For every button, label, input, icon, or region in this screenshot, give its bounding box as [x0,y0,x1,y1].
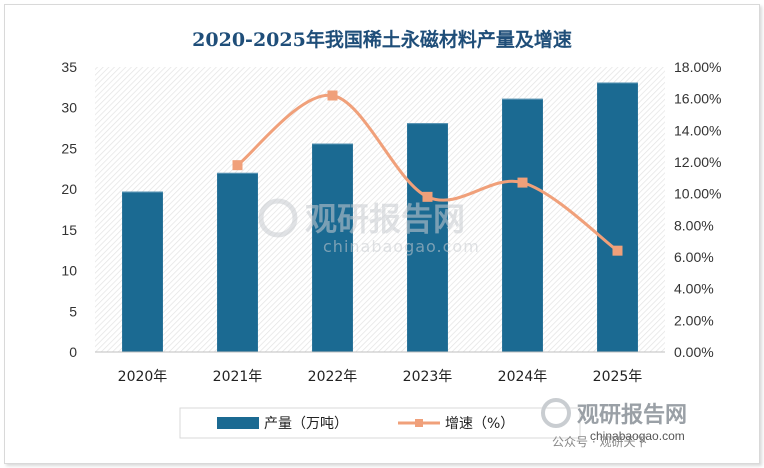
left-tick-label: 35 [61,59,77,75]
center-watermark: 观研报告网 chinabaogao.com [258,198,480,256]
left-tick-label: 15 [61,222,77,238]
right-tick-label: 8.00% [674,217,714,233]
bar [502,98,543,352]
left-tick-label: 25 [61,140,77,156]
left-axis: 0 5 10 15 20 25 30 35 [61,59,77,360]
corner-watermark-sub: chinabaogao.com [590,429,685,443]
x-tick-label: 2024年 [498,369,548,385]
left-tick-label: 10 [61,263,77,279]
bar [122,191,163,352]
legend-box [179,407,581,439]
right-tick-label: 4.00% [674,281,714,297]
corner-logo-icon [541,398,571,428]
bar [217,172,258,352]
right-tick-label: 6.00% [674,249,714,265]
legend-bar-swatch [217,417,259,429]
x-tick-label: 2025年 [593,369,643,385]
legend-line-marker [415,419,423,427]
line-point [327,90,338,101]
line-point [612,245,623,256]
watermark-center-sub: chinabaogao.com [323,237,480,256]
left-tick-label: 30 [61,100,77,116]
corner-watermark: 观研报告网 chinabaogao.com 公众号 · 观研天下 [541,398,687,449]
right-axis: 0.00% 2.00% 4.00% 6.00% 8.00% 10.00% 12.00% 14.… [674,59,721,360]
right-tick-label: 18.00% [674,59,721,75]
left-tick-label: 20 [61,181,77,197]
corner-watermark-text: 观研报告网 [577,403,687,428]
legend-bar-label: 产量（万吨） [264,416,348,432]
line-point [232,160,243,171]
watermark-center-text: 观研报告网 [305,200,465,238]
legend: 产量（万吨） 增速（%） [179,407,581,439]
right-tick-label: 16.00% [674,91,721,107]
legend-line-label: 增速（%） [445,416,514,432]
right-tick-label: 12.00% [674,154,721,170]
bar [407,123,448,352]
bar-series [122,82,638,352]
bar [597,82,638,352]
x-tick-label: 2023年 [403,369,453,385]
left-tick-label: 0 [69,344,77,360]
watermark-logo-icon [258,198,298,238]
line-point [517,177,528,188]
x-tick-label: 2021年 [213,369,263,385]
left-tick-label: 5 [69,303,77,319]
x-axis: 2020年 2021年 2022年 2023年 2024年 2025年 [118,369,643,385]
right-tick-label: 14.00% [674,122,721,138]
x-tick-label: 2022年 [308,369,358,385]
x-tick-label: 2020年 [118,369,168,385]
corner-watermark-tag: 公众号 · 观研天下 [552,435,647,449]
right-tick-label: 0.00% [674,344,714,360]
line-point [422,191,433,202]
right-tick-label: 2.00% [674,312,714,328]
bar [312,143,353,352]
chart-title: 2020-2025年我国稀土永磁材料产量及增速 [192,28,572,51]
line-series [232,90,623,256]
right-tick-label: 10.00% [674,186,721,202]
